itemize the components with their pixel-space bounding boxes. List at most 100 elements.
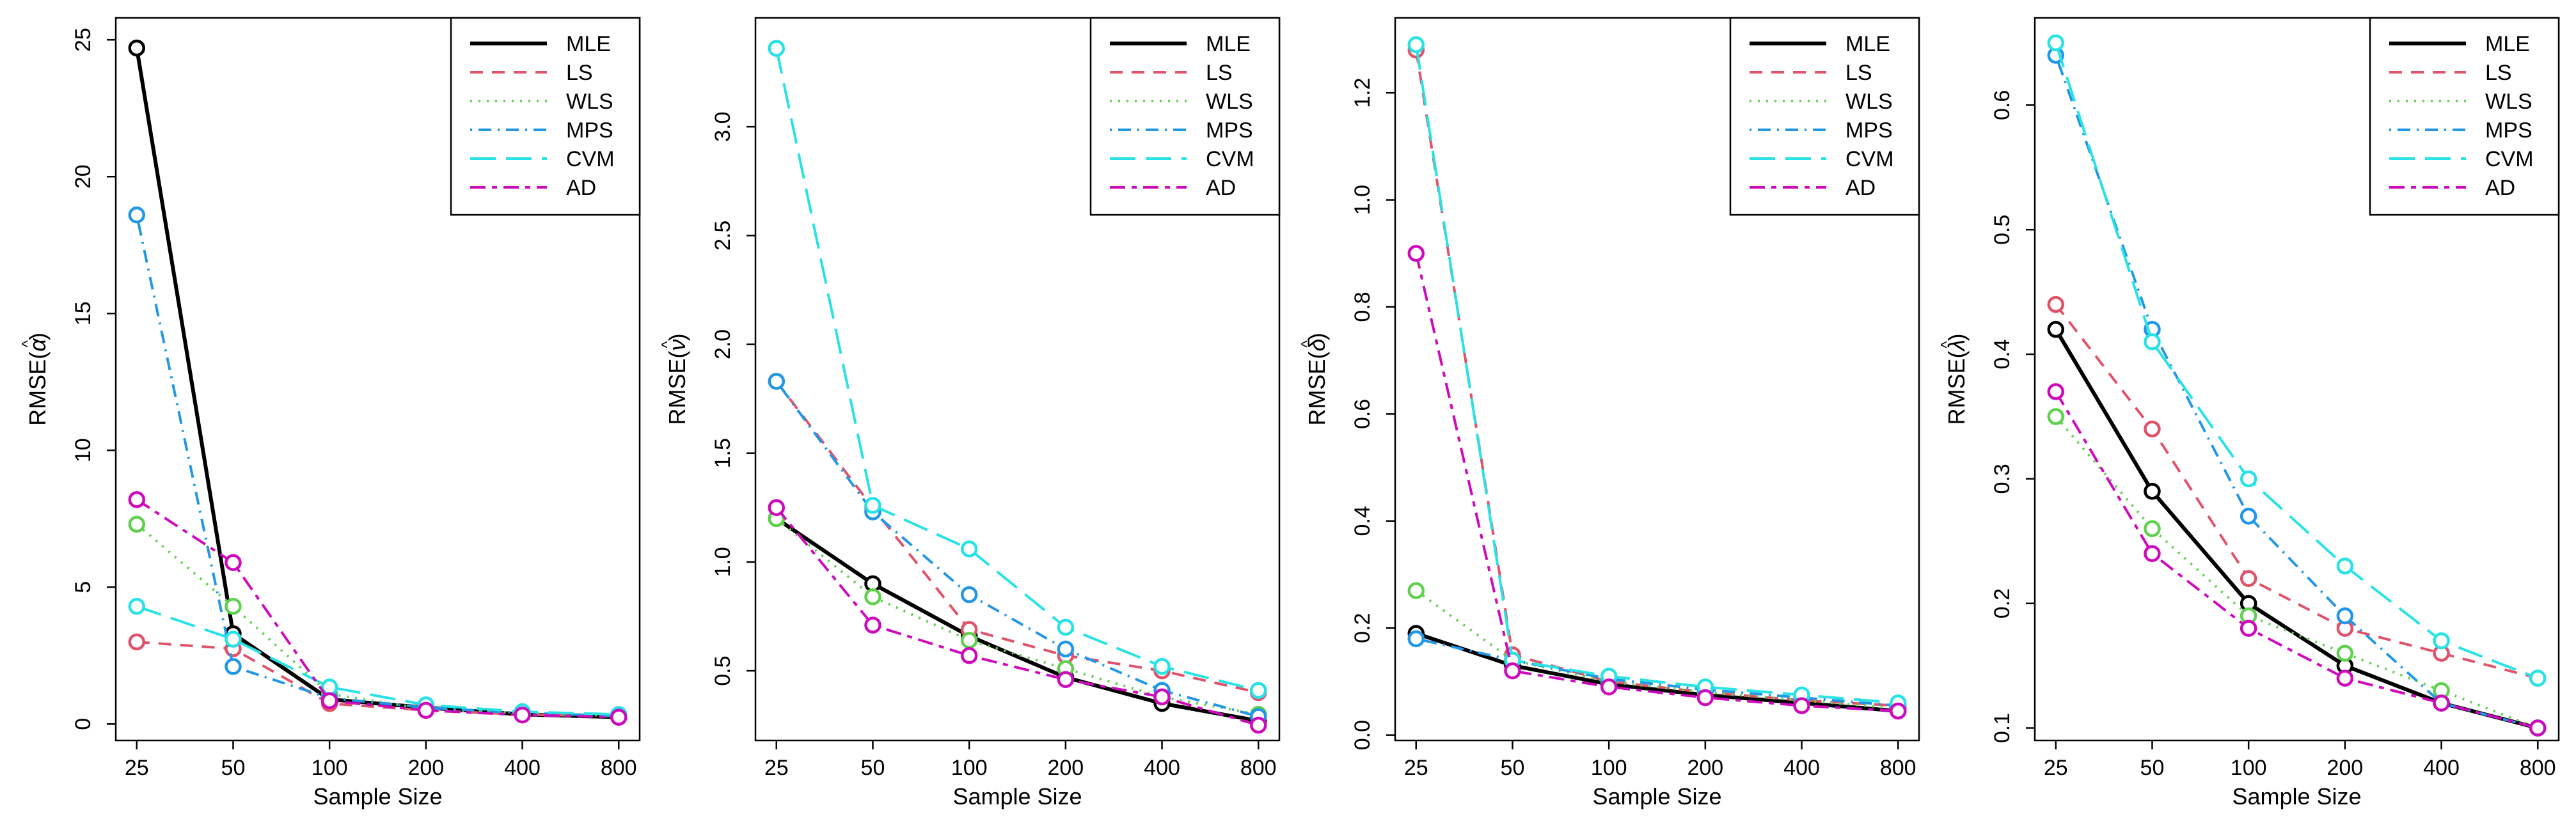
x-tick-label: 50 [1501,756,1525,780]
series-line-ls [2055,303,2538,680]
plot-frame [754,17,1281,742]
y-tick-label: 1.0 [1350,185,1375,215]
data-point-ls [2144,420,2161,438]
series-cvm [2047,34,2547,687]
data-point-wls [864,588,881,606]
y-tick-label: 15 [71,301,95,325]
x-tick-label: 25 [1404,756,1428,780]
data-point-ad [1793,697,1810,714]
data-point-ad [2144,545,2161,563]
data-point-ad [2047,383,2065,400]
y-axis: 0 5 10 15 20 25 [71,27,116,730]
series-ad [1407,245,1907,720]
x-tick-label: 25 [764,756,789,780]
y-tick-label: 2.0 [711,329,735,359]
legend-label-ad: AD [2485,176,2515,200]
data-point-ad [514,706,531,724]
series-wls [128,515,628,724]
legend-label-ad: AD [1206,176,1236,200]
series-mps [768,373,1267,725]
x-tick-label: 400 [2423,756,2460,780]
series-line-ad [775,506,1259,727]
y-tick-label: 0.4 [1990,339,2014,369]
data-point-ls [128,633,146,651]
x-tick-label: 800 [1880,756,1916,780]
data-point-ad [1889,702,1907,720]
legend: MLE LS WLS MPS CVM AD [1729,17,1920,216]
data-point-cvm [1249,682,1267,699]
series-line-ad [136,498,619,719]
y-axis-title: RMSE(ν^) [659,333,690,425]
data-point-mps [1057,640,1075,658]
data-point-ad [1696,689,1714,707]
legend-label-mps: MPS [1845,118,1893,143]
legend-label-mps: MPS [2485,118,2533,143]
x-tick-label: 200 [1687,756,1723,780]
y-tick-label: 0.6 [1990,90,2014,120]
series-line-cvm [136,605,619,716]
legend-label-wls: WLS [2485,90,2533,114]
x-tick-label: 100 [312,756,348,780]
data-point-mle [128,39,146,57]
y-tick-label: 0.5 [1990,215,2014,245]
x-tick-label: 200 [2327,756,2363,780]
y-axis: 0.1 0.2 0.3 0.4 0.5 0.6 [1990,90,2035,743]
x-tick-label: 400 [1783,756,1820,780]
y-tick-label: 0 [71,718,95,730]
y-tick-label: 20 [71,164,95,189]
series-line-ad [1414,253,1899,712]
series-line-ls [775,380,1259,694]
series-ls [2047,295,2547,687]
series-mps [1407,630,1907,714]
y-tick-label: 0.4 [1350,506,1375,536]
data-point-wls [1407,582,1425,599]
data-point-cvm [1153,658,1171,675]
x-tick-label: 50 [2140,756,2165,780]
x-tick-label: 25 [2044,756,2068,780]
series-wls [768,510,1267,723]
x-tick-label: 800 [601,756,637,780]
data-point-cvm [2240,470,2257,488]
x-tick-label: 200 [1047,756,1084,780]
y-axis-title: RMSE(δ^) [1299,332,1330,425]
legend-label-ad: AD [566,176,596,200]
data-point-ad [1407,245,1425,262]
legend-box [1089,17,1281,216]
series-line-mle [2054,328,2538,730]
legend-box [2369,17,2560,216]
data-point-mps [1407,630,1425,648]
x-tick-label: 400 [1144,756,1180,780]
series-line-cvm [1414,44,1899,705]
data-point-cvm [2336,557,2354,575]
data-point-wls [2144,520,2161,538]
series-line-wls [136,523,619,717]
data-point-cvm [2529,669,2547,687]
y-tick-label: 0.1 [1990,713,2014,743]
data-point-ad [960,647,978,664]
data-point-ad [1600,678,1618,696]
data-point-cvm [2047,34,2065,52]
y-tick-label: 1.5 [711,438,735,468]
data-point-wls [225,598,242,615]
legend: MLE LS WLS MPS CVM AD [450,17,641,216]
data-point-ad [128,491,146,508]
x-tick-label: 50 [861,756,885,780]
data-point-cvm [960,540,978,558]
series-line-wls [2055,416,2538,730]
legend-label-wls: WLS [1845,90,1893,114]
data-point-wls [2047,408,2065,425]
data-point-ad [2240,620,2257,637]
series-ls [768,373,1267,701]
y-tick-label: 1.0 [711,547,735,577]
data-point-wls [128,515,146,533]
y-tick-label: 0.2 [1990,588,2014,618]
data-point-wls [960,632,978,649]
data-point-cvm [1407,36,1425,54]
legend-label-wls: WLS [1206,90,1253,114]
x-tick-label: 25 [125,756,149,780]
series-line-mle [775,517,1259,723]
y-tick-label: 0.6 [1350,399,1375,429]
data-point-mps [960,586,978,604]
series-line-mps [135,214,619,717]
data-point-mps [225,658,242,675]
